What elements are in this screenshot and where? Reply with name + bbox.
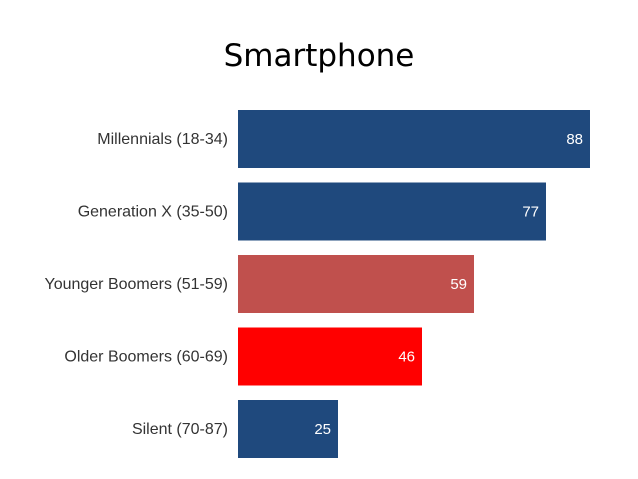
bars-group (238, 110, 590, 458)
category-label-4: Older Boomers (60-69) (64, 349, 228, 366)
bar-4 (238, 327, 422, 386)
data-label-4: 46 (398, 349, 415, 366)
bar-2 (238, 182, 546, 241)
category-label-1: Millennials (18-34) (97, 131, 228, 148)
category-label-5: Silent (70-87) (132, 421, 228, 438)
bar-5 (238, 400, 338, 458)
bar-1 (238, 110, 590, 168)
bar-3 (238, 255, 474, 313)
value-labels-group: 88 77 59 46 25 (314, 131, 583, 438)
data-label-5: 25 (314, 421, 331, 438)
data-label-3: 59 (450, 276, 467, 293)
category-labels-group: Millennials (18-34) Generation X (35-50) Y… (44, 131, 228, 438)
data-label-1: 88 (566, 131, 583, 148)
data-label-2: 77 (522, 204, 539, 221)
chart-title: Smartphone (223, 38, 415, 74)
category-label-2: Generation X (35-50) (78, 204, 228, 221)
category-label-3: Younger Boomers (51-59) (44, 276, 228, 293)
